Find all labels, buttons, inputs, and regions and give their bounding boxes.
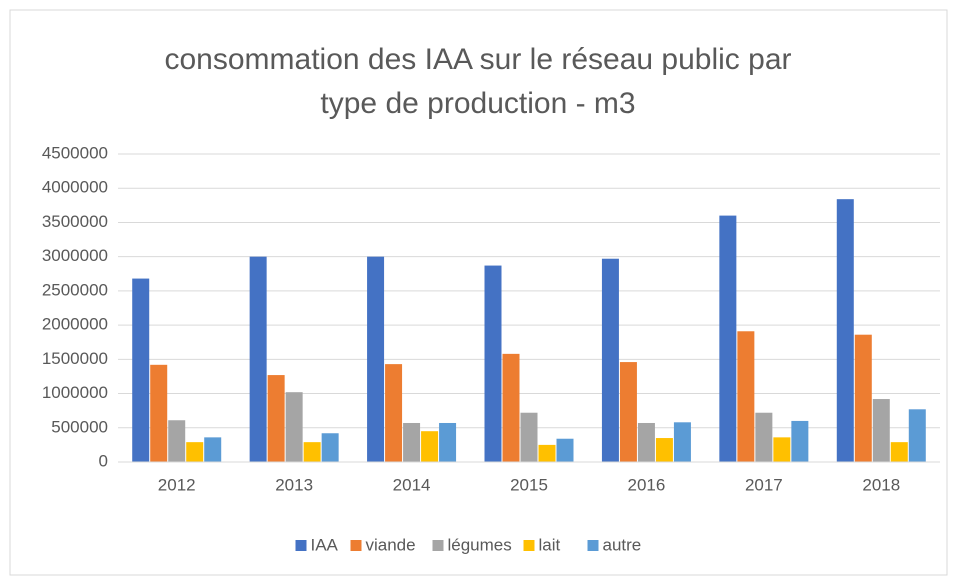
- legend-label: viande: [366, 535, 416, 554]
- bar: [132, 278, 150, 462]
- bar: [556, 438, 574, 462]
- chart-title: consommation des IAA sur le réseau publi…: [164, 43, 792, 120]
- bar: [421, 431, 439, 462]
- y-tick-label: 3500000: [42, 212, 108, 231]
- bar: [908, 409, 926, 462]
- y-tick-label: 1500000: [42, 349, 108, 368]
- legend-swatch: [350, 540, 362, 551]
- bar: [719, 215, 737, 462]
- x-tick-label: 2014: [393, 475, 431, 494]
- bar: [737, 331, 755, 462]
- bar: [267, 375, 285, 462]
- bar: [403, 422, 421, 462]
- legend-label: légumes: [448, 535, 512, 554]
- bar: [367, 256, 385, 462]
- x-tick-label: 2017: [745, 475, 783, 494]
- y-tick-label: 1000000: [42, 383, 108, 402]
- bar: [872, 399, 890, 462]
- bar: [150, 364, 168, 462]
- bar: [619, 362, 637, 462]
- bar: [601, 258, 619, 462]
- x-tick-label: 2013: [275, 475, 313, 494]
- y-tick-label: 3000000: [42, 246, 108, 265]
- y-tick-label: 2500000: [42, 280, 108, 299]
- x-tick-label: 2018: [862, 475, 900, 494]
- bar: [836, 199, 854, 462]
- y-tick-label: 4000000: [42, 178, 108, 197]
- bar: [439, 422, 457, 462]
- bar: [655, 438, 673, 462]
- y-tick-label: 0: [99, 451, 108, 470]
- bar: [673, 422, 691, 462]
- bar: [303, 442, 321, 462]
- legend-label: lait: [539, 535, 561, 554]
- legend-swatch: [295, 540, 307, 551]
- y-tick-label: 500000: [51, 417, 108, 436]
- legend-swatch: [587, 540, 599, 551]
- bar: [502, 353, 520, 462]
- bar: [637, 422, 655, 462]
- chart-border: [9, 9, 948, 576]
- bar: [321, 433, 339, 462]
- bar: [204, 437, 222, 462]
- bar: [484, 265, 502, 462]
- bar: [538, 444, 556, 462]
- bar: [773, 437, 791, 462]
- bar: [755, 412, 773, 462]
- legend-label: autre: [603, 535, 642, 554]
- legend-swatch: [432, 540, 444, 551]
- bar: [186, 442, 204, 462]
- bar: [520, 412, 538, 462]
- x-tick-label: 2015: [510, 475, 548, 494]
- y-tick-label: 2000000: [42, 315, 108, 334]
- x-tick-label: 2016: [628, 475, 666, 494]
- bar: [791, 420, 809, 462]
- bar: [854, 334, 872, 462]
- bar: [385, 364, 403, 462]
- bar: [890, 442, 908, 462]
- bar: [285, 392, 303, 462]
- y-tick-label: 4500000: [42, 143, 108, 162]
- bar: [168, 420, 186, 462]
- x-tick-label: 2012: [158, 475, 196, 494]
- legend-swatch: [523, 540, 535, 551]
- legend-label: IAA: [311, 535, 339, 554]
- bar: [249, 256, 267, 462]
